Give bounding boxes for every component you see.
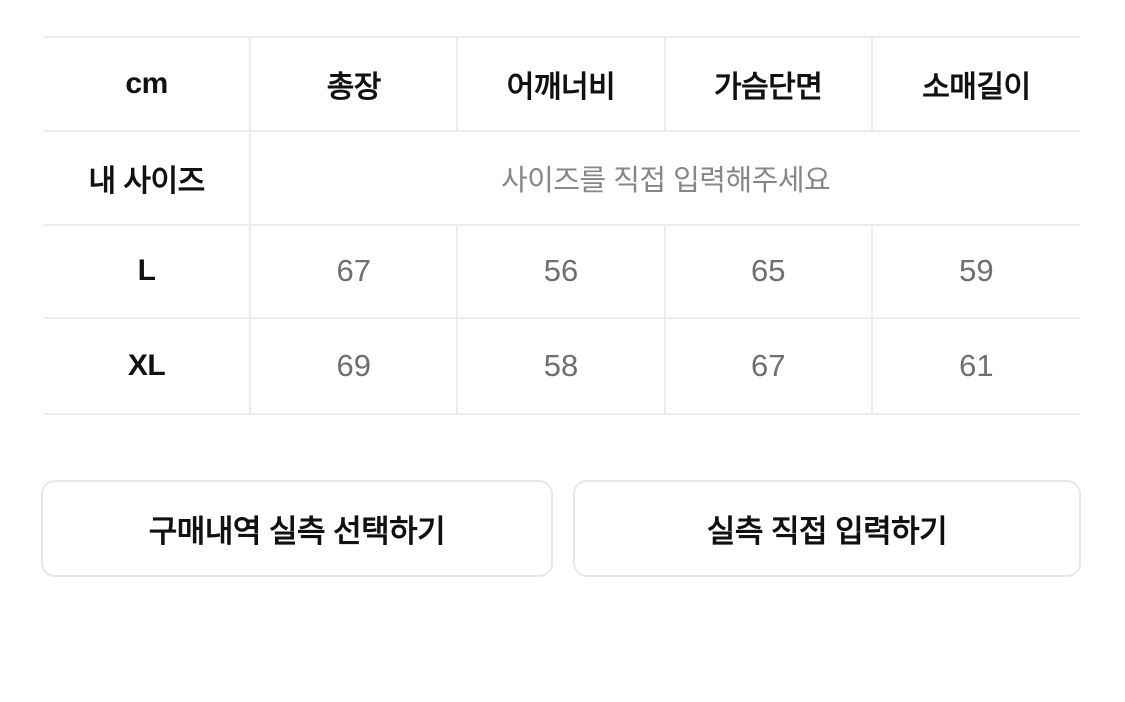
my-size-input-cell[interactable]: 사이즈를 직접 입력해주세요 <box>251 131 1080 226</box>
my-size-placeholder: 사이즈를 직접 입력해주세요 <box>500 164 831 197</box>
col-header-chest-width: 가슴단면 <box>665 38 873 132</box>
size-value-cell: 56 <box>458 225 666 320</box>
size-value-cell: 58 <box>458 319 666 413</box>
size-table: cm 총장 어깨너비 가슴단면 소매길이 내 사이즈 사이즈를 직접 입력해주세… <box>44 36 1080 415</box>
col-header-total-length: 총장 <box>251 38 459 132</box>
select-purchase-measurement-button[interactable]: 구매내역 실측 선택하기 <box>41 480 553 577</box>
row-label-l: L <box>44 225 252 320</box>
size-value-cell: 59 <box>872 225 1080 320</box>
size-value-cell: 67 <box>665 319 873 413</box>
unit-header-label: cm <box>125 66 168 100</box>
size-value-cell: 65 <box>665 225 873 320</box>
unit-header-cell: cm <box>44 38 252 132</box>
size-value-cell: 69 <box>251 319 459 413</box>
col-header-shoulder-width: 어깨너비 <box>458 38 666 132</box>
size-value-cell: 61 <box>872 319 1080 413</box>
col-header-sleeve-length: 소매길이 <box>872 38 1080 132</box>
row-label-my-size: 내 사이즈 <box>44 131 252 226</box>
row-label-xl: XL <box>44 319 252 413</box>
enter-measurement-directly-button[interactable]: 실측 직접 입력하기 <box>573 480 1081 577</box>
size-value-cell: 67 <box>251 225 459 320</box>
